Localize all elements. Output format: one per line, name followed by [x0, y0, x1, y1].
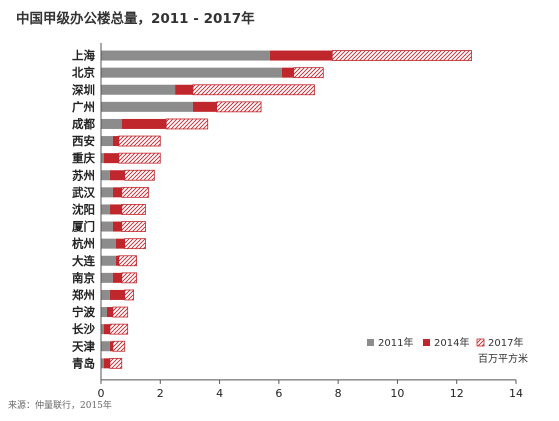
bar-segment [281, 67, 294, 78]
bar-segment [124, 169, 155, 181]
category-label: 成都 [72, 117, 95, 131]
bar-segment [331, 50, 472, 61]
bar-segment [121, 118, 167, 129]
category-label: 天津 [72, 339, 95, 353]
category-label: 厦门 [72, 220, 95, 234]
bar-segment [101, 84, 176, 95]
bar-segment [109, 341, 113, 352]
bar-segment [112, 187, 122, 198]
legend-label: 2017年 [488, 336, 523, 349]
legend-swatch [423, 339, 430, 346]
x-tick-label: 6 [275, 387, 282, 400]
bar-segment [101, 50, 270, 61]
bar-segment [121, 272, 137, 284]
bar-segment [103, 153, 119, 164]
category-label: 武汉 [72, 185, 95, 199]
category-label: 苏州 [72, 168, 95, 182]
category-label: 重庆 [72, 151, 95, 165]
x-tick-label: 8 [335, 387, 342, 400]
bar-segment [101, 101, 193, 112]
category-label: 上海 [72, 49, 95, 63]
bar-segment [112, 272, 122, 283]
bar-segment [115, 238, 125, 249]
category-label: 杭州 [72, 237, 95, 251]
x-tick-label: 2 [157, 387, 164, 400]
bar-segment [101, 118, 122, 129]
bar-segment [118, 152, 161, 164]
category-label: 深圳 [72, 83, 95, 97]
x-tick-label: 4 [216, 387, 223, 400]
category-label: 青岛 [72, 356, 95, 370]
bar-segment [216, 101, 262, 113]
bar-segment [121, 221, 146, 232]
bar-segment [112, 221, 122, 232]
legend-label: 2014年 [434, 336, 469, 349]
chart-title: 中国甲级办公楼总量，2011 - 2017年 [16, 11, 255, 27]
x-tick-label: 12 [450, 387, 464, 400]
bar-segment [101, 67, 282, 78]
bar-segment [109, 357, 123, 369]
bar-segment [101, 187, 113, 198]
bar-segment [165, 118, 209, 130]
x-tick-label: 0 [98, 387, 105, 400]
x-tick-label: 10 [390, 387, 404, 400]
bar-segment [121, 186, 149, 198]
bar-segment [101, 136, 113, 147]
category-label: 广州 [72, 100, 95, 114]
bar-segment [101, 341, 110, 352]
legend-swatch [367, 339, 374, 346]
bar-segment [121, 204, 146, 215]
bar-segment [101, 238, 116, 249]
category-label: 大连 [72, 254, 95, 268]
x-tick-label: 14 [509, 387, 523, 400]
bar-segment [109, 289, 125, 300]
bar-segment [112, 340, 126, 352]
bar-segment [115, 255, 119, 266]
bar-segment [112, 306, 129, 318]
bar-segment [101, 272, 113, 283]
category-label: 南京 [72, 271, 95, 285]
bar-segment [192, 84, 315, 96]
bar-segment [103, 324, 110, 335]
bar-segment [269, 50, 333, 61]
bar-segment [101, 289, 110, 300]
bar-segment [124, 289, 135, 301]
bar-segment [101, 358, 104, 369]
category-label: 长沙 [72, 322, 95, 336]
bar-segment [101, 255, 116, 266]
category-label: 北京 [72, 66, 95, 80]
bar-segment [101, 153, 104, 164]
bar-segment [103, 358, 110, 369]
bar-segment [106, 307, 113, 318]
bar-segment [192, 101, 217, 112]
bar-segment [293, 67, 324, 79]
bar-segment [175, 84, 193, 95]
category-label: 西安 [72, 134, 95, 148]
bar-segment [101, 221, 113, 232]
bar-segment [112, 136, 119, 147]
category-label: 沈阳 [72, 202, 95, 216]
unit-label: 百万平方米 [478, 352, 528, 365]
bar-segment [109, 204, 122, 215]
bar-segment [101, 204, 110, 215]
bar-segment [118, 135, 161, 147]
bar-segment [101, 307, 107, 318]
bar-segment [101, 324, 104, 335]
category-label: 宁波 [72, 305, 95, 319]
bar-segment [101, 170, 110, 181]
category-label: 郑州 [72, 288, 95, 302]
bar-segment [109, 323, 129, 335]
bar-segment [118, 255, 137, 267]
legend-swatch [476, 338, 485, 347]
bar-segment [109, 170, 125, 181]
legend-label: 2011年 [378, 336, 413, 349]
source-note: 来源：仲量联行，2015年 [8, 401, 112, 411]
bar-segment [124, 238, 146, 250]
